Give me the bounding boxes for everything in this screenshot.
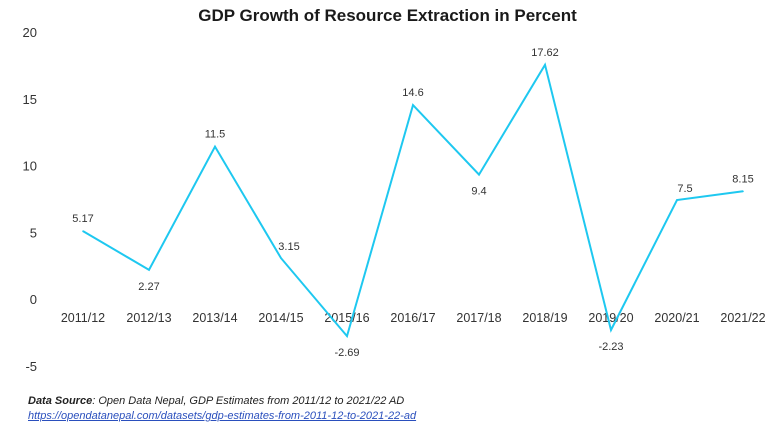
data-label: 5.17 <box>72 213 93 225</box>
x-tick-label: 2021/22 <box>720 311 765 325</box>
y-tick-label: -5 <box>25 359 37 374</box>
data-label: 17.62 <box>531 47 559 59</box>
data-label: -2.69 <box>334 347 359 359</box>
x-tick-label: 2016/17 <box>390 311 435 325</box>
data-point <box>412 104 414 106</box>
data-point <box>82 230 84 232</box>
data-point <box>280 257 282 259</box>
data-point <box>544 63 546 66</box>
x-tick-label: 2017/18 <box>456 311 501 325</box>
data-label: 3.15 <box>278 241 299 253</box>
source-link[interactable]: https://opendatanepal.com/datasets/gdp-e… <box>28 410 417 422</box>
data-point <box>346 335 348 337</box>
source-prefix: Data Source <box>28 395 93 407</box>
data-label: 14.6 <box>402 87 423 99</box>
data-point <box>478 173 480 176</box>
chart-title: GDP Growth of Resource Extraction in Per… <box>198 6 577 25</box>
y-tick-label: 10 <box>23 159 37 174</box>
data-label: -2.23 <box>598 341 623 353</box>
y-tick-label: 5 <box>30 225 37 240</box>
x-axis-ticks: 2011/12 2012/13 2013/14 2014/15 2015/16 2016/… <box>61 311 766 325</box>
y-tick-label: 0 <box>30 292 37 307</box>
data-point <box>148 269 150 271</box>
data-label: 7.5 <box>677 183 692 195</box>
x-tick-label: 2018/19 <box>522 311 567 325</box>
data-source: Data Source: Open Data Nepal, GDP Estima… <box>28 394 416 424</box>
x-tick-label: 2014/15 <box>258 311 303 325</box>
x-tick-label: 2013/14 <box>192 311 237 325</box>
y-axis-ticks: -5 0 5 10 15 20 <box>23 25 37 374</box>
x-tick-label: 2019/20 <box>588 311 633 325</box>
data-point <box>610 329 612 331</box>
data-labels: 5.17 2.27 11.5 3.15 -2.69 14.6 9.4 17.62 -2.23 7.… <box>72 47 753 359</box>
y-tick-label: 20 <box>23 25 37 40</box>
data-label: 9.4 <box>471 186 486 198</box>
x-tick-label: 2020/21 <box>654 311 699 325</box>
x-tick-label: 2012/13 <box>126 311 171 325</box>
data-point <box>742 190 744 193</box>
data-label: 2.27 <box>138 281 159 293</box>
series-line-group <box>82 62 744 339</box>
data-label: 8.15 <box>732 173 753 185</box>
data-label: 11.5 <box>205 129 226 141</box>
data-point <box>214 145 216 148</box>
x-tick-label: 2011/12 <box>61 311 105 325</box>
y-tick-label: 15 <box>23 92 37 107</box>
data-point <box>676 199 678 201</box>
source-line: Data Source: Open Data Nepal, GDP Estima… <box>28 394 416 409</box>
source-text: : Open Data Nepal, GDP Estimates from 20… <box>92 395 405 407</box>
